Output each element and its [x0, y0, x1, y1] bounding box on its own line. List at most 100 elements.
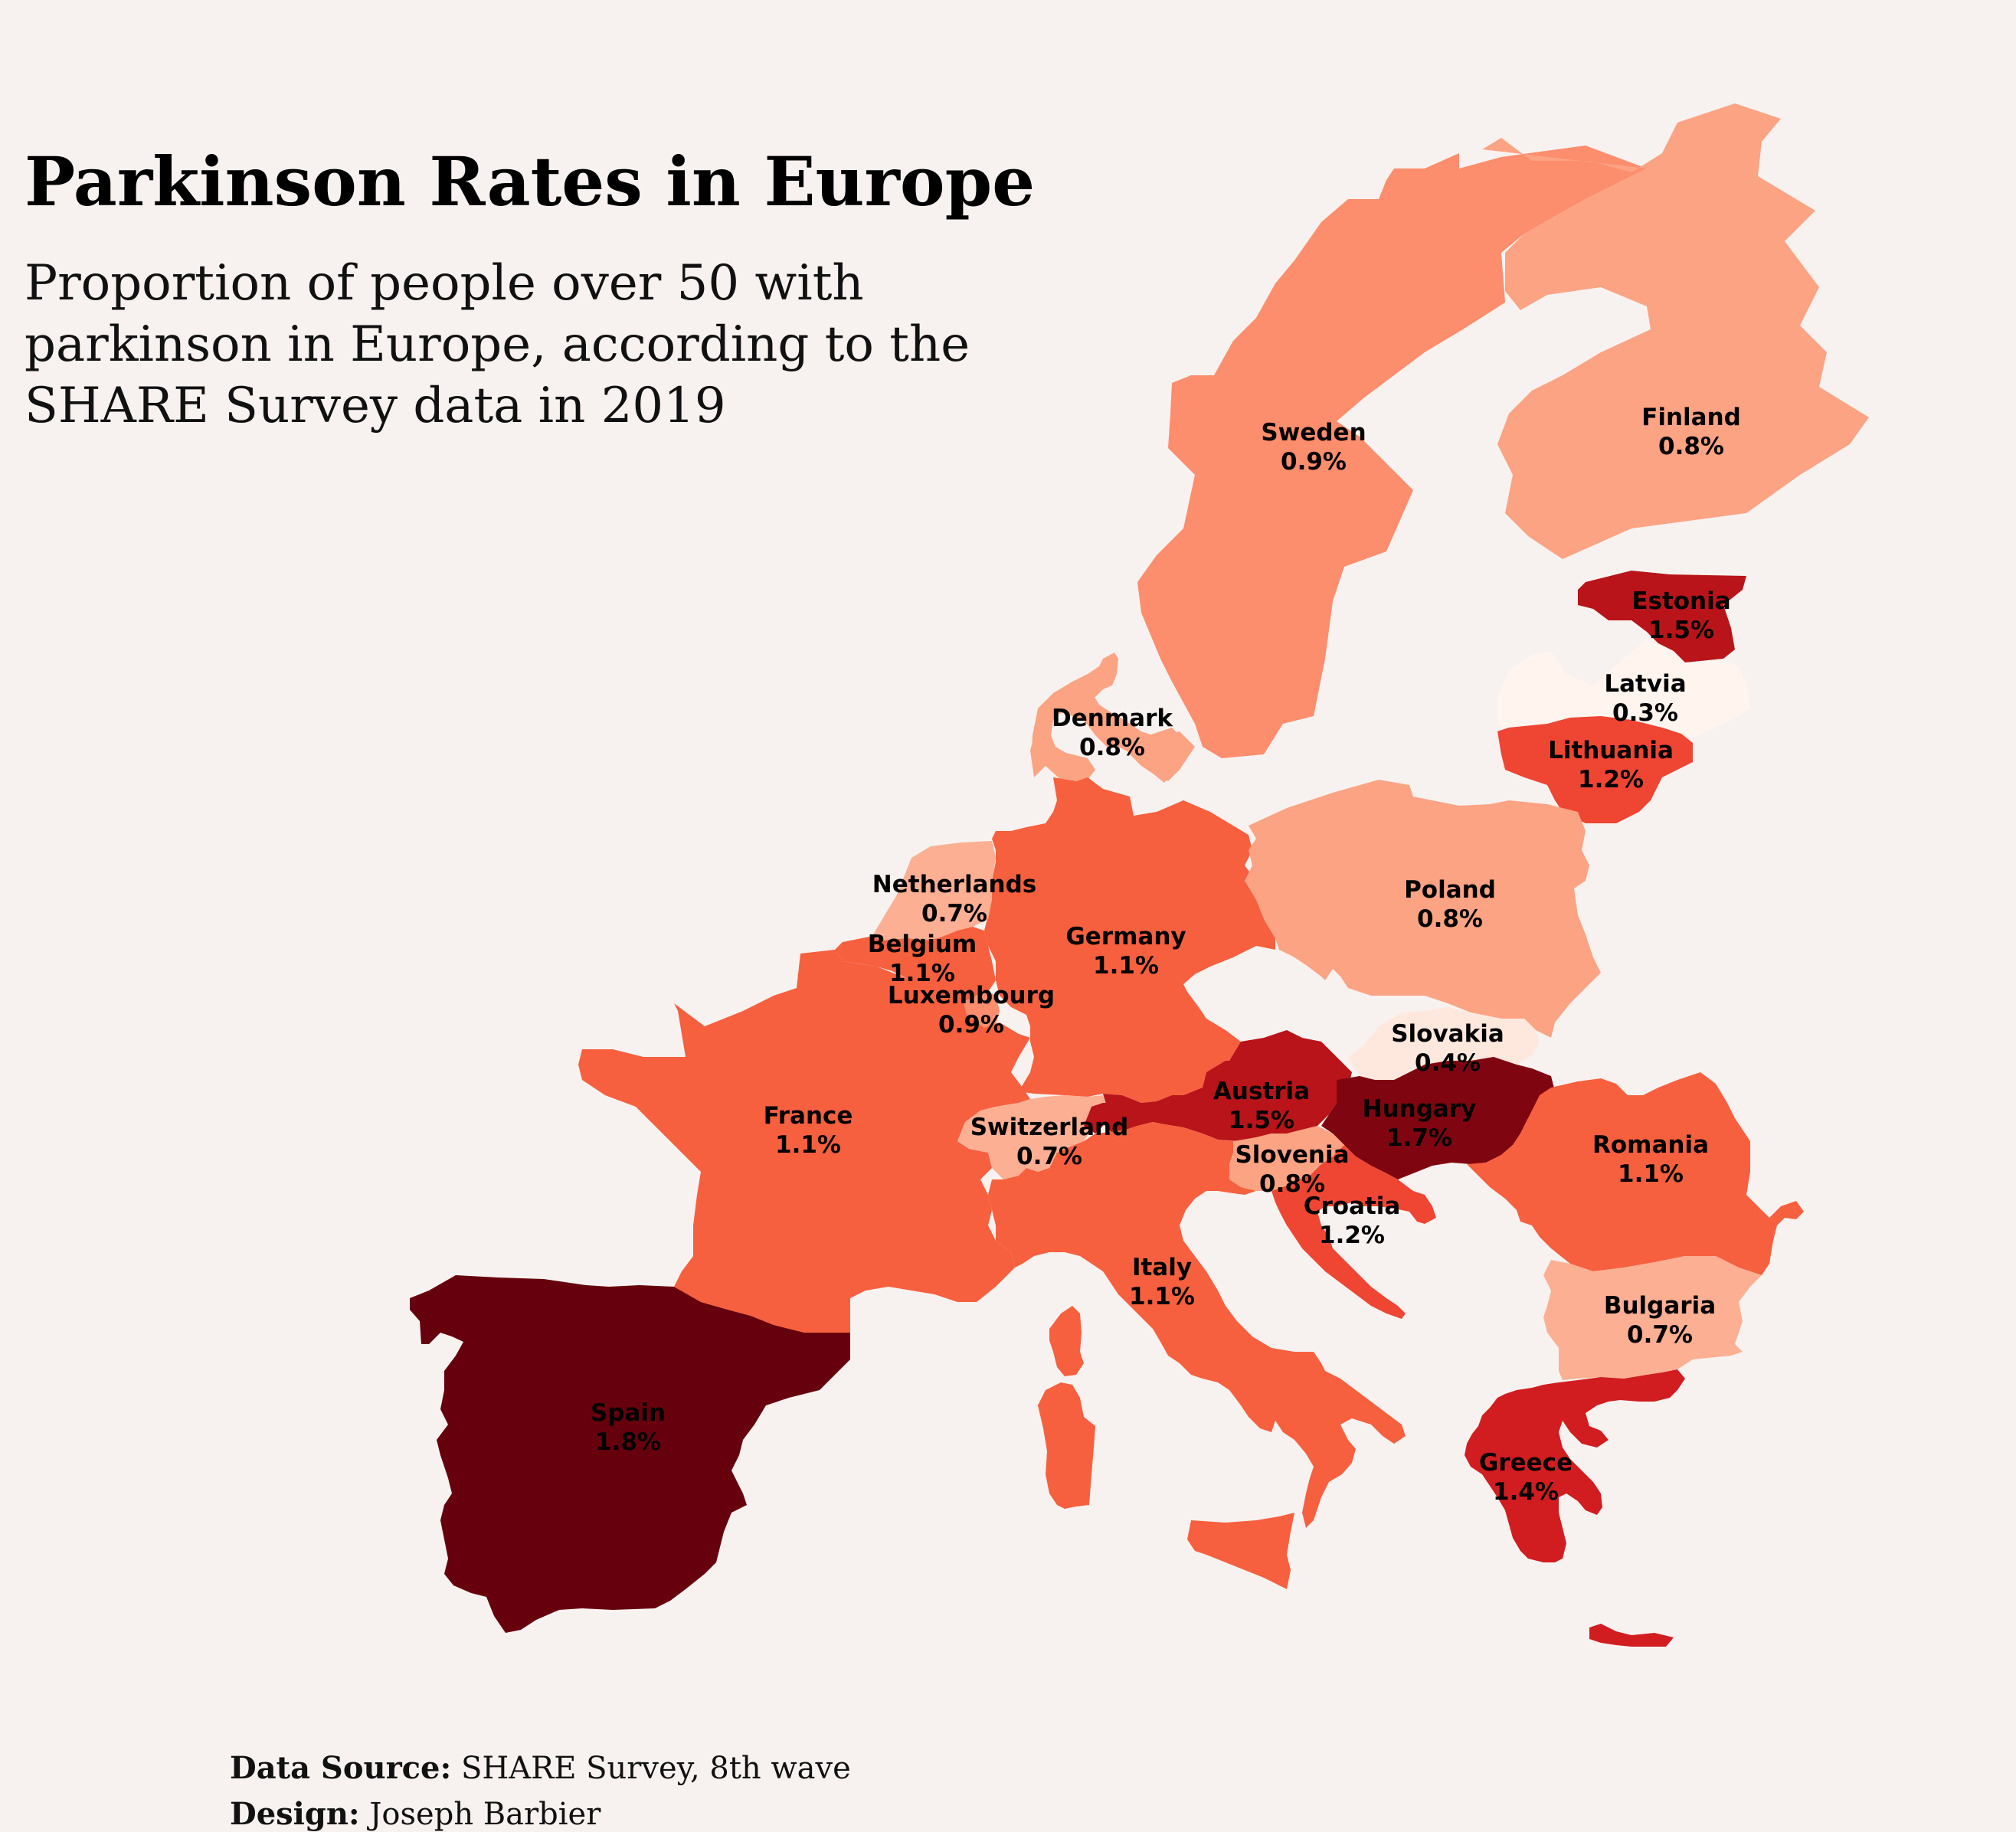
country-shape-france[interactable]	[578, 950, 1030, 1333]
country-value-sweden: 0.9%	[1281, 448, 1347, 476]
country-name-hungary: Hungary	[1363, 1095, 1477, 1123]
country-label-estonia: Estonia 1.5%	[1631, 587, 1730, 644]
country-label-slovakia: Slovakia 0.4%	[1391, 1020, 1504, 1077]
country-shape-germany[interactable]	[984, 777, 1275, 1103]
country-label-lithuania: Lithuania 1.2%	[1548, 737, 1674, 793]
country-value-germany: 1.1%	[1093, 952, 1159, 980]
country-name-croatia: Croatia	[1304, 1192, 1401, 1220]
country-shape-denmark-zealand[interactable]	[1130, 728, 1191, 783]
country-value-romania: 1.1%	[1618, 1160, 1684, 1188]
country-value-poland: 0.8%	[1417, 905, 1483, 933]
country-shape-latvia[interactable]	[1497, 640, 1750, 738]
country-value-latvia: 0.3%	[1612, 699, 1678, 727]
country-name-france: France	[764, 1102, 853, 1130]
country-name-romania: Romania	[1592, 1131, 1709, 1159]
country-shape-italy[interactable]	[988, 1122, 1406, 1528]
country-name-finland: Finland	[1641, 404, 1741, 431]
country-value-hungary: 1.7%	[1386, 1124, 1452, 1152]
country-shape-croatia[interactable]	[1271, 1145, 1436, 1319]
country-label-bulgaria: Bulgaria 0.7%	[1604, 1292, 1716, 1349]
country-label-france: France 1.1%	[764, 1102, 853, 1159]
country-label-croatia: Croatia 1.2%	[1304, 1192, 1401, 1249]
country-label-germany: Germany 1.1%	[1065, 923, 1186, 980]
country-shape-austria[interactable]	[1103, 1030, 1352, 1141]
country-shape-crete[interactable]	[1589, 1624, 1674, 1647]
country-value-belgium: 1.1%	[889, 960, 955, 987]
country-name-greece: Greece	[1479, 1449, 1573, 1477]
country-label-sweden: Sweden 0.9%	[1261, 419, 1366, 476]
country-shape-romania[interactable]	[1467, 1072, 1804, 1275]
country-shape-greece[interactable]	[1465, 1369, 1685, 1562]
country-value-greece: 1.4%	[1493, 1478, 1559, 1506]
country-name-estonia: Estonia	[1631, 587, 1730, 615]
credit-design-label: Design:	[230, 1796, 360, 1832]
country-label-netherlands: Netherlands 0.7%	[872, 871, 1036, 927]
country-name-netherlands: Netherlands	[872, 871, 1036, 898]
country-shape-switzerland[interactable]	[957, 1095, 1107, 1179]
map-title: Parkinson Rates in Europe	[25, 142, 1036, 221]
credit-design-value: Joseph Barbier	[369, 1797, 601, 1832]
country-name-belgium: Belgium	[868, 931, 977, 958]
country-shape-poland[interactable]	[1245, 780, 1601, 1038]
country-label-poland: Poland 0.8%	[1404, 876, 1496, 933]
country-value-bulgaria: 0.7%	[1627, 1321, 1693, 1349]
credit-source: Data Source: SHARE Survey, 8th wave	[230, 1750, 851, 1786]
credit-source-value: SHARE Survey, 8th wave	[460, 1751, 851, 1786]
country-value-france: 1.1%	[775, 1131, 841, 1159]
country-shape-spain[interactable]	[410, 1275, 850, 1633]
country-name-latvia: Latvia	[1604, 670, 1686, 698]
country-label-belgium: Belgium 1.1%	[868, 931, 977, 987]
country-name-spain: Spain	[591, 1399, 666, 1427]
country-shape-estonia[interactable]	[1578, 571, 1746, 662]
country-label-hungary: Hungary 1.7%	[1363, 1095, 1477, 1152]
country-shape-corsica[interactable]	[1049, 1306, 1084, 1376]
country-value-netherlands: 0.7%	[921, 900, 987, 927]
country-name-italy: Italy	[1132, 1254, 1192, 1281]
country-name-austria: Austria	[1213, 1078, 1310, 1105]
country-shape-denmark-3[interactable]	[1032, 653, 1118, 781]
country-value-slovenia: 0.8%	[1259, 1170, 1325, 1198]
country-label-switzerland: Switzerland 0.7%	[970, 1114, 1129, 1170]
map-subtitle: Proportion of people over 50 with parkin…	[25, 255, 970, 434]
country-value-denmark: 0.8%	[1079, 734, 1145, 761]
country-name-poland: Poland	[1404, 876, 1496, 904]
country-name-slovakia: Slovakia	[1391, 1020, 1504, 1048]
country-label-latvia: Latvia 0.3%	[1604, 670, 1686, 727]
country-shape-bulgaria[interactable]	[1543, 1256, 1762, 1380]
credit-source-label: Data Source:	[230, 1750, 452, 1786]
country-label-romania: Romania 1.1%	[1592, 1131, 1709, 1188]
country-value-switzerland: 0.7%	[1016, 1143, 1082, 1170]
country-label-finland: Finland 0.8%	[1641, 404, 1741, 460]
country-label-denmark: Denmark 0.8%	[1052, 705, 1173, 761]
country-value-spain: 1.8%	[595, 1428, 661, 1456]
country-shape-sardinia[interactable]	[1038, 1382, 1095, 1509]
country-shape-lithuania[interactable]	[1497, 716, 1693, 823]
country-shape-sweden[interactable]	[1137, 146, 1647, 758]
country-label-luxembourg: Luxembourg 0.9%	[888, 982, 1055, 1039]
country-label-austria: Austria 1.5%	[1213, 1078, 1310, 1134]
country-shape-slovenia[interactable]	[1229, 1126, 1344, 1191]
country-name-germany: Germany	[1065, 923, 1186, 950]
country-name-bulgaria: Bulgaria	[1604, 1292, 1716, 1320]
country-value-lithuania: 1.2%	[1578, 766, 1644, 793]
country-shape-hungary[interactable]	[1321, 1057, 1555, 1179]
country-value-finland: 0.8%	[1658, 433, 1724, 460]
country-shape-belgium[interactable]	[835, 927, 996, 1002]
country-shape-netherlands[interactable]	[873, 841, 996, 941]
country-shape-sicily[interactable]	[1187, 1513, 1294, 1589]
country-value-austria: 1.5%	[1229, 1107, 1294, 1134]
country-shape-austria-west[interactable]	[1084, 1103, 1114, 1134]
country-value-estonia: 1.5%	[1648, 617, 1714, 644]
country-label-slovenia: Slovenia 0.8%	[1235, 1141, 1349, 1198]
country-value-slovakia: 0.4%	[1415, 1049, 1481, 1077]
country-label-spain: Spain 1.8%	[591, 1399, 666, 1456]
country-name-luxembourg: Luxembourg	[888, 982, 1055, 1009]
country-name-denmark: Denmark	[1052, 705, 1173, 732]
credit-design: Design: Joseph Barbier	[230, 1796, 601, 1832]
country-name-lithuania: Lithuania	[1548, 737, 1674, 764]
country-value-croatia: 1.2%	[1319, 1222, 1385, 1249]
country-shape-finland[interactable]	[1482, 103, 1869, 559]
country-name-slovenia: Slovenia	[1235, 1141, 1349, 1169]
country-shape-luxembourg[interactable]	[964, 992, 1000, 1028]
